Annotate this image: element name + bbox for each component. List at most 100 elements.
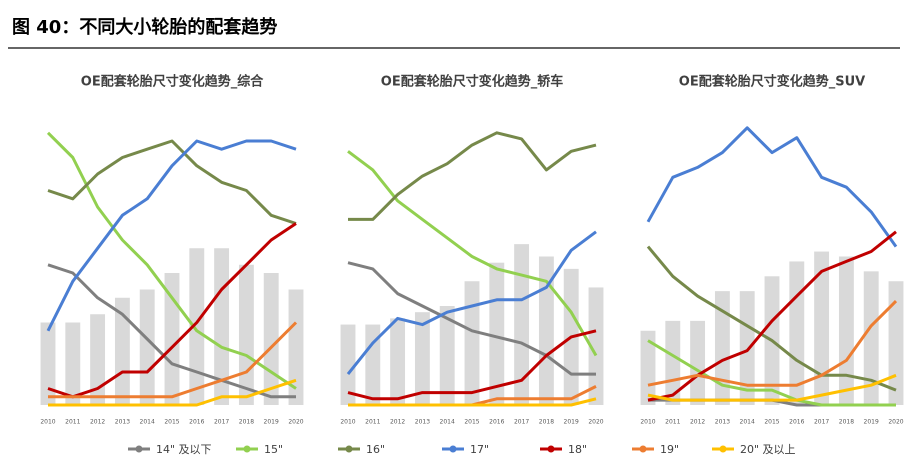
x-tick-label: 2016: [189, 419, 204, 426]
x-tick-label: 2018: [239, 419, 254, 426]
legend-marker: [449, 445, 457, 453]
series-line: [47, 222, 297, 399]
bar: [365, 324, 381, 405]
x-tick-label: 2019: [264, 419, 279, 426]
legend-marker: [639, 445, 647, 453]
series-line: [48, 321, 298, 399]
bar: [189, 248, 205, 405]
series-line: [646, 245, 897, 392]
x-tick-label: 2010: [40, 419, 55, 426]
bar: [414, 312, 430, 405]
figure-title: 图 40：不同大小轮胎的配套趋势: [12, 16, 277, 38]
series-line: [647, 300, 898, 387]
legend-marker: [719, 445, 727, 453]
legend-marker: [345, 445, 353, 453]
series-line: [647, 230, 897, 402]
bar: [90, 314, 106, 405]
series-line: [46, 131, 297, 390]
bar: [640, 330, 656, 405]
series-line: [47, 263, 296, 399]
bar: [863, 271, 879, 405]
bar: [238, 264, 254, 405]
bar: [139, 289, 155, 405]
x-tick-label: 2016: [789, 419, 804, 426]
series-line: [346, 230, 597, 376]
x-tick-label: 2013: [715, 419, 730, 426]
x-tick-label: 2018: [539, 419, 554, 426]
legend-marker: [243, 445, 251, 453]
x-tick-label: 2012: [390, 419, 405, 426]
legend-label: 17": [470, 443, 489, 456]
x-tick-label: 2014: [440, 419, 455, 426]
bar: [690, 320, 706, 405]
bar: [665, 320, 681, 405]
bar: [390, 318, 406, 405]
x-tick-label: 2017: [214, 419, 229, 426]
bar: [288, 289, 304, 405]
x-tick-label: 2015: [164, 419, 179, 426]
bar: [263, 273, 279, 405]
bar: [888, 281, 904, 405]
x-tick-label: 2010: [340, 419, 355, 426]
legend-label: 14" 及以下: [156, 443, 212, 456]
bar: [340, 324, 356, 405]
x-tick-label: 2016: [489, 419, 504, 426]
series-line: [347, 150, 598, 357]
x-tick-label: 2013: [115, 419, 130, 426]
x-tick-label: 2015: [764, 419, 779, 426]
x-tick-label: 2019: [564, 419, 579, 426]
series-line: [348, 397, 597, 407]
series-line: [347, 261, 596, 376]
series-line: [647, 373, 897, 402]
bar: [114, 297, 130, 405]
bar: [789, 261, 805, 405]
legend-marker: [547, 445, 555, 453]
x-tick-label: 2011: [65, 419, 80, 426]
bar: [739, 291, 755, 405]
series-line: [47, 139, 297, 225]
x-tick-label: 2019: [864, 419, 879, 426]
x-tick-label: 2013: [415, 419, 430, 426]
bar: [464, 281, 480, 405]
bar: [714, 291, 730, 405]
chart-title: OE配套轮胎尺寸变化趋势_SUV: [679, 74, 865, 90]
bar: [164, 273, 180, 405]
x-tick-label: 2011: [665, 419, 680, 426]
legend-label: 18": [568, 443, 587, 456]
bar: [65, 322, 81, 405]
series-line: [347, 329, 597, 401]
x-tick-label: 2014: [140, 419, 155, 426]
x-tick-label: 2018: [839, 419, 854, 426]
series-line: [48, 378, 297, 407]
legend-label: 19": [660, 443, 679, 456]
x-tick-label: 2020: [588, 419, 603, 426]
series-line: [647, 339, 896, 407]
legend-label: 16": [366, 443, 385, 456]
chart-title: OE配套轮胎尺寸变化趋势_综合: [81, 74, 264, 90]
x-tick-label: 2017: [514, 419, 529, 426]
x-tick-label: 2017: [814, 419, 829, 426]
bar: [40, 322, 56, 405]
chart-title: OE配套轮胎尺寸变化趋势_轿车: [381, 74, 563, 90]
bar: [514, 244, 530, 405]
series-line: [46, 139, 297, 332]
x-tick-label: 2014: [740, 419, 755, 426]
legend-marker: [135, 445, 143, 453]
x-tick-label: 2020: [888, 419, 903, 426]
bar: [489, 262, 505, 405]
bar: [588, 287, 604, 405]
x-tick-label: 2012: [690, 419, 705, 426]
x-tick-label: 2012: [90, 419, 105, 426]
legend-label: 20" 及以上: [740, 443, 796, 456]
bar: [439, 306, 455, 405]
x-tick-label: 2015: [464, 419, 479, 426]
series-line: [646, 126, 898, 248]
bar: [814, 251, 830, 405]
legend-label: 15": [264, 443, 283, 456]
series-line: [348, 131, 597, 221]
x-tick-label: 2010: [640, 419, 655, 426]
bar: [838, 256, 854, 405]
x-tick-label: 2020: [288, 419, 303, 426]
bar: [538, 256, 554, 405]
